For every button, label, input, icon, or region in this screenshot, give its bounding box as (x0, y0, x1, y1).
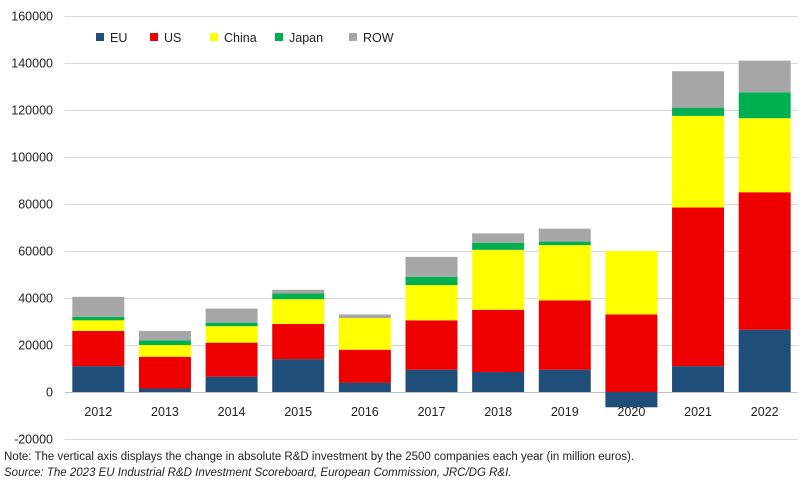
bar-segment-us-2022 (738, 192, 791, 330)
bar-segment-us-2019 (538, 300, 591, 370)
x-tick-label: 2016 (351, 405, 379, 419)
bar-segment-japan-2014 (205, 322, 258, 327)
bar-segment-row-2021 (672, 71, 725, 108)
bar-segment-row-2019 (538, 228, 591, 242)
legend-label-eu: EU (110, 31, 127, 45)
y-tick-label: 140000 (11, 57, 53, 71)
bar-segment-eu-2021 (672, 366, 725, 392)
x-tick-label: 2020 (618, 405, 646, 419)
legend-swatch-japan (275, 33, 283, 41)
bar-segment-eu-2019 (538, 369, 591, 392)
bar-segment-eu-2017 (405, 369, 458, 392)
y-tick-label: 120000 (11, 104, 53, 118)
bar-segment-japan-2018 (472, 242, 525, 250)
bar-segment-china-2014 (205, 326, 258, 343)
bar-segment-china-2015 (272, 299, 325, 324)
x-tick-label: 2014 (218, 405, 246, 419)
legend-label-china: China (224, 31, 257, 45)
bar-segment-china-2012 (72, 320, 125, 331)
bar-segment-japan-2013 (138, 340, 191, 345)
legend-label-us: US (164, 31, 181, 45)
y-tick-label: -20000 (14, 433, 53, 447)
bar-segment-eu-2016 (338, 382, 391, 392)
y-tick-label: 20000 (18, 339, 53, 353)
x-tick-label: 2019 (551, 405, 579, 419)
bar-segment-row-2012 (72, 296, 125, 317)
bar-segment-row-2018 (472, 233, 525, 243)
bar-segment-japan-2012 (72, 316, 125, 321)
y-tick-label: 0 (46, 386, 53, 400)
chart-note: Note: The vertical axis displays the cha… (4, 451, 635, 463)
bar-segment-japan-2017 (405, 276, 458, 286)
bar-segment-japan-2019 (538, 241, 591, 246)
chart-source: Source: The 2023 EU Industrial R&D Inves… (4, 467, 512, 479)
bar-segment-eu-2020 (605, 392, 658, 408)
x-tick-label: 2018 (484, 405, 512, 419)
bar-segment-eu-2012 (72, 366, 125, 392)
bar-segment-row-2014 (205, 308, 258, 323)
x-tick-label: 2013 (151, 405, 179, 419)
legend-label-row: ROW (363, 31, 394, 45)
x-tick-label: 2012 (84, 405, 112, 419)
y-tick-label: 80000 (18, 198, 53, 212)
bar-segment-japan-2022 (738, 92, 791, 119)
bar-segment-us-2016 (338, 349, 391, 383)
bar-segment-eu-2013 (138, 388, 191, 392)
y-tick-label: 100000 (11, 151, 53, 165)
bar-segment-japan-2015 (272, 293, 325, 300)
bar-segment-us-2020 (605, 314, 658, 392)
bar-segment-china-2013 (138, 345, 191, 357)
bar-segment-us-2014 (205, 342, 258, 377)
x-tick-label: 2022 (751, 405, 779, 419)
bar-segment-china-2017 (405, 285, 458, 321)
x-tick-label: 2021 (684, 405, 712, 419)
bar-segment-us-2017 (405, 320, 458, 370)
legend-swatch-us (150, 33, 158, 41)
legend-swatch-china (210, 33, 218, 41)
bar-segment-china-2022 (738, 118, 791, 193)
bar-segment-eu-2015 (272, 359, 325, 392)
bar-segment-eu-2014 (205, 376, 258, 392)
y-tick-label: 160000 (11, 10, 53, 24)
legend-swatch-row (349, 33, 357, 41)
bar-segment-row-2013 (138, 330, 191, 341)
bar-segment-eu-2018 (472, 372, 525, 392)
bar-segment-us-2015 (272, 323, 325, 360)
bar-segment-china-2020 (605, 251, 658, 315)
bar-segment-row-2016 (338, 314, 391, 318)
bar-segment-eu-2022 (738, 329, 791, 392)
bar-segment-japan-2021 (672, 107, 725, 116)
legend-swatch-eu (96, 33, 104, 41)
bar-segment-china-2021 (672, 115, 725, 208)
x-tick-label: 2015 (284, 405, 312, 419)
bar-segment-us-2013 (138, 356, 191, 389)
bar-segment-us-2021 (672, 207, 725, 367)
y-tick-label: 40000 (18, 292, 53, 306)
bar-segment-china-2018 (472, 249, 525, 310)
bar-segment-us-2012 (72, 330, 125, 367)
bar-segment-china-2019 (538, 245, 591, 301)
bar-segment-row-2022 (738, 60, 791, 93)
bar-segment-us-2018 (472, 309, 525, 373)
bar-segment-china-2016 (338, 317, 391, 350)
bar-segment-row-2015 (272, 289, 325, 294)
x-tick-label: 2017 (418, 405, 446, 419)
legend-label-japan: Japan (289, 31, 323, 45)
y-tick-label: 60000 (18, 245, 53, 259)
bar-segment-row-2017 (405, 256, 458, 277)
